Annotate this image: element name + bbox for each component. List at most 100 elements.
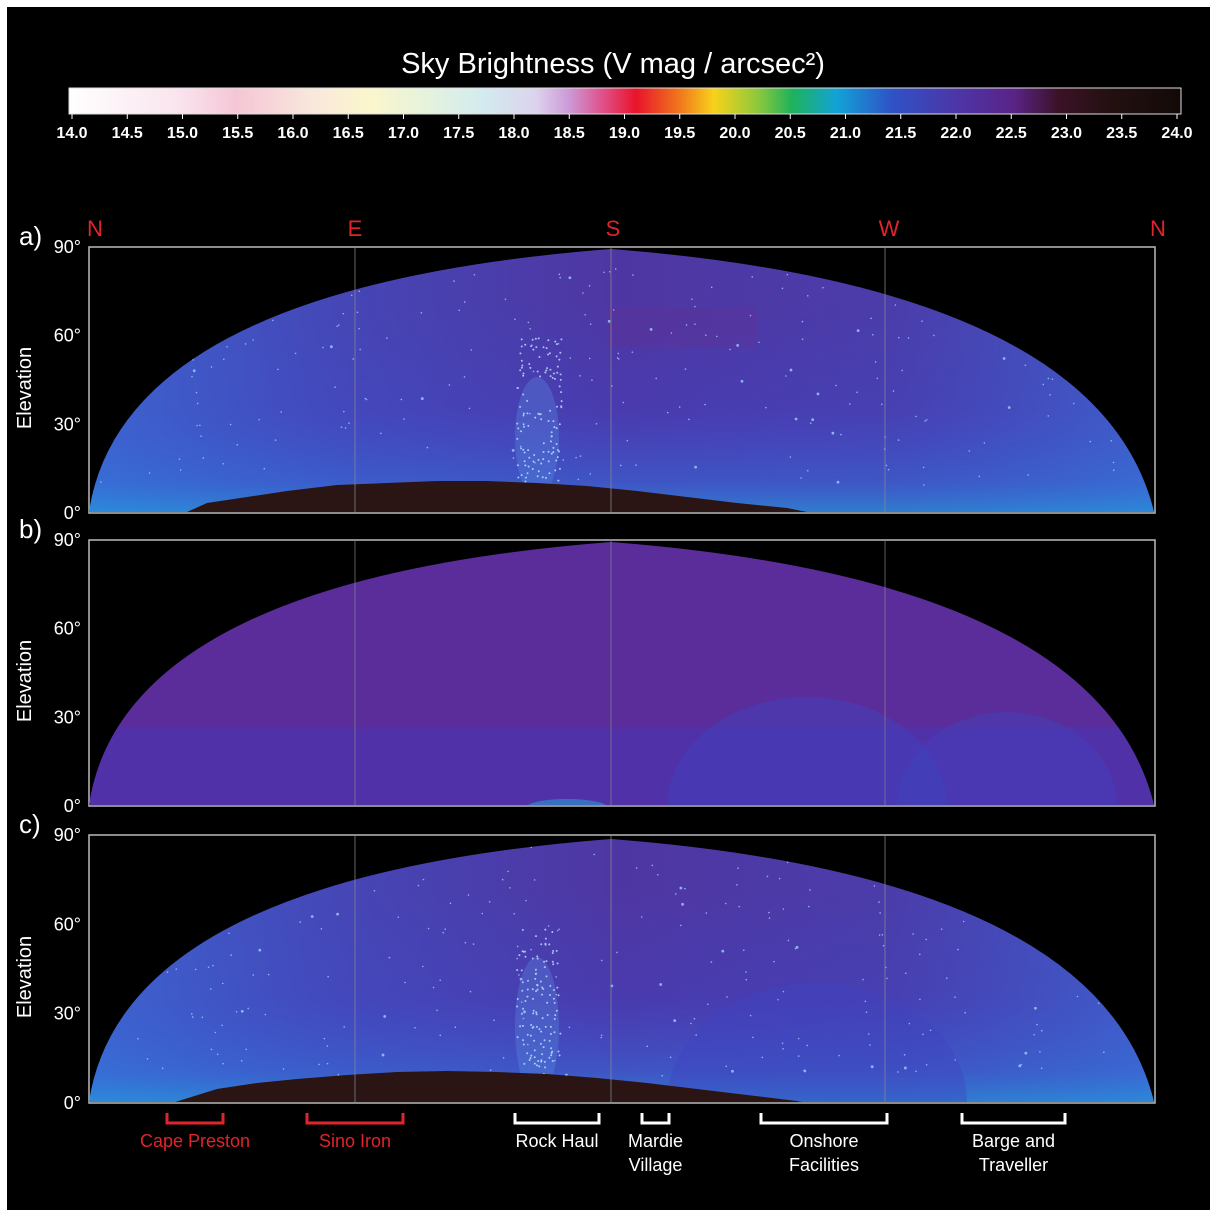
star <box>310 915 314 918</box>
star <box>867 1033 870 1035</box>
star <box>933 334 935 337</box>
star <box>782 990 785 993</box>
star <box>555 459 558 462</box>
star <box>420 312 423 314</box>
star <box>458 309 461 312</box>
star <box>559 373 562 376</box>
star <box>688 418 690 421</box>
star <box>544 1025 547 1028</box>
star <box>782 908 785 910</box>
star <box>577 478 580 481</box>
star <box>789 456 792 458</box>
star <box>765 406 767 409</box>
star <box>545 347 548 350</box>
star <box>263 467 266 470</box>
colorbar-tick-label: 14.5 <box>112 125 143 142</box>
star <box>196 402 199 405</box>
star <box>803 1069 807 1073</box>
star <box>968 450 971 452</box>
star <box>207 966 210 968</box>
star <box>822 286 824 289</box>
direction-label-e: E <box>348 216 363 241</box>
star <box>229 423 232 426</box>
star <box>534 337 537 340</box>
star <box>544 371 547 374</box>
star <box>222 462 225 465</box>
star <box>252 339 254 341</box>
star <box>925 418 928 421</box>
star <box>929 1029 932 1032</box>
star <box>538 413 541 416</box>
star <box>524 343 527 346</box>
star <box>175 968 178 970</box>
star <box>556 371 559 374</box>
star <box>548 352 551 355</box>
star <box>548 1039 551 1042</box>
star <box>1040 1029 1043 1032</box>
star <box>777 998 779 1001</box>
star <box>216 1053 219 1056</box>
star <box>749 1014 752 1017</box>
star <box>547 339 550 342</box>
star <box>749 314 752 317</box>
star <box>921 320 923 322</box>
star <box>337 1073 340 1076</box>
star <box>903 1054 906 1056</box>
star <box>540 462 543 465</box>
star <box>794 947 797 950</box>
star <box>684 887 686 890</box>
star <box>556 986 559 989</box>
direction-label-n: N <box>87 216 103 241</box>
star <box>552 446 555 449</box>
sky-brightness-figure: Sky Brightness (V mag / arcsec²) 14.0 14.… <box>14 48 1193 1175</box>
star <box>554 469 557 472</box>
star <box>543 960 546 963</box>
star <box>519 405 522 408</box>
star <box>1034 1006 1037 1010</box>
star <box>529 328 531 330</box>
star <box>806 1044 809 1047</box>
star <box>873 885 876 887</box>
star <box>348 422 350 424</box>
star <box>552 420 555 423</box>
star <box>882 944 885 947</box>
star <box>1047 415 1050 417</box>
star <box>795 945 799 949</box>
elevation-tick-label: 90° <box>54 825 81 845</box>
star <box>192 369 196 373</box>
colorbar-tick-label: 20.0 <box>719 125 750 142</box>
star <box>528 363 531 366</box>
star <box>166 971 169 973</box>
star <box>535 1025 538 1028</box>
star <box>322 346 324 349</box>
star <box>751 276 754 278</box>
star <box>543 1039 546 1042</box>
star <box>534 972 537 975</box>
star <box>516 437 519 440</box>
star <box>651 864 654 867</box>
star <box>901 369 903 372</box>
star <box>520 430 523 433</box>
star <box>529 1034 532 1037</box>
star <box>535 1011 538 1014</box>
star <box>529 1057 532 1060</box>
star <box>338 324 340 326</box>
star <box>517 427 520 430</box>
star <box>516 1036 519 1039</box>
star <box>501 878 504 881</box>
star <box>640 916 643 918</box>
star <box>525 476 528 479</box>
star <box>806 294 809 297</box>
star <box>516 422 519 425</box>
star <box>516 968 519 971</box>
star <box>752 1036 754 1039</box>
star <box>547 419 550 422</box>
star <box>519 369 522 372</box>
colorbar-tick-label: 22.0 <box>940 125 971 142</box>
star <box>816 392 820 396</box>
star <box>550 1054 553 1057</box>
star <box>787 939 790 942</box>
star <box>252 974 255 976</box>
colorbar-tick-label: 19.0 <box>609 125 640 142</box>
star <box>442 931 445 934</box>
